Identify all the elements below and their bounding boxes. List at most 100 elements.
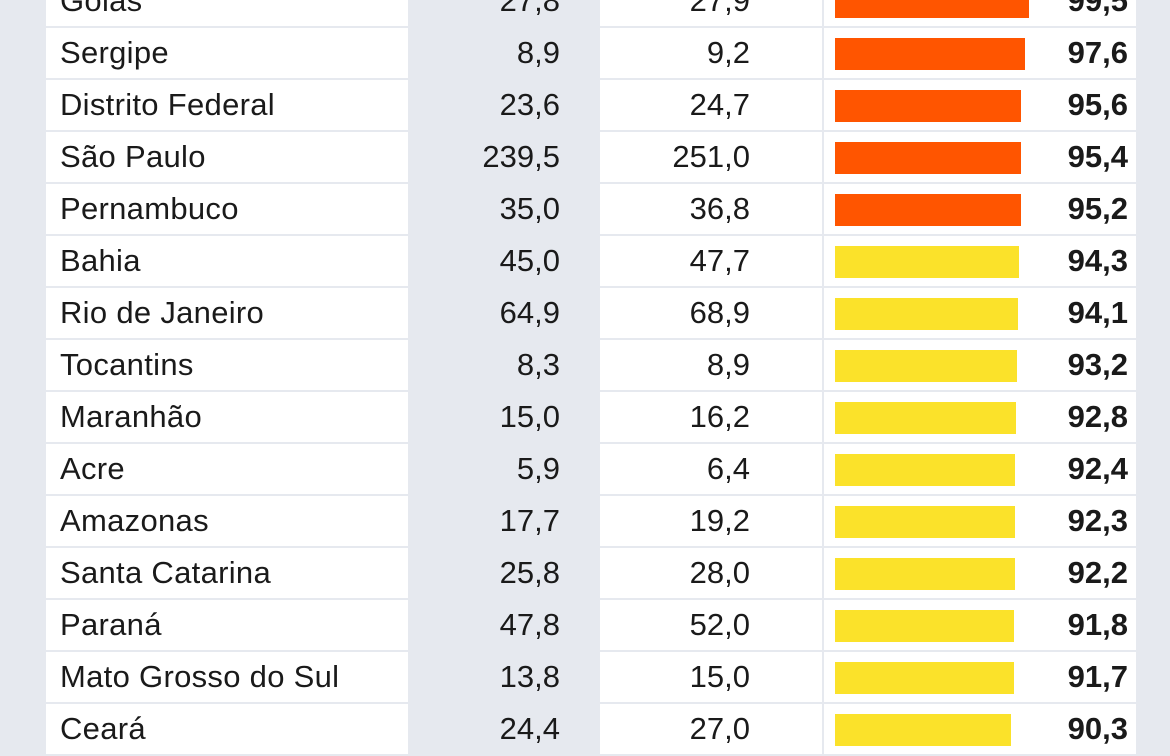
cell-background: [46, 28, 408, 78]
percentage-value: 99,5: [1067, 0, 1128, 18]
percentage-value: 94,1: [1067, 295, 1128, 330]
value-column-2: 16,2: [689, 399, 750, 434]
cell-background: [46, 0, 408, 26]
table-row: Distrito Federal 23,6 24,7 95,6: [0, 80, 1170, 132]
cell-background: [410, 496, 600, 546]
cell-background: [600, 600, 822, 650]
value-column-2: 9,2: [706, 35, 750, 70]
value-column-1: 27,8: [499, 0, 560, 18]
cell-background: [46, 132, 408, 182]
table-row: Rio de Janeiro 64,9 68,9 94,1: [0, 288, 1170, 340]
cell-background: [600, 392, 822, 442]
row-separator: [0, 650, 1170, 652]
percentage-bar: [835, 402, 1016, 434]
percentage-bar: [835, 246, 1019, 278]
row-separator: [0, 26, 1170, 28]
value-column-1: 8,3: [516, 347, 560, 382]
percentage-value: 92,4: [1067, 451, 1128, 486]
cell-background: [410, 28, 600, 78]
percentage-value: 93,2: [1067, 347, 1128, 382]
cell-background: [410, 340, 600, 390]
percentage-bar: [835, 142, 1021, 174]
value-column-2: 28,0: [689, 555, 750, 590]
state-name: Ceará: [60, 711, 146, 746]
cell-background: [600, 236, 822, 286]
state-name: Goiás: [60, 0, 143, 18]
row-separator: [0, 702, 1170, 704]
state-name: Acre: [60, 451, 125, 486]
value-column-1: 13,8: [499, 659, 560, 694]
table-row: Goiás 27,8 27,9 99,5: [0, 0, 1170, 28]
state-name: Santa Catarina: [60, 555, 271, 590]
percentage-bar: [835, 662, 1014, 694]
row-separator: [0, 494, 1170, 496]
cell-background: [410, 288, 600, 338]
percentage-value: 92,8: [1067, 399, 1128, 434]
state-name: Distrito Federal: [60, 87, 275, 122]
percentage-value: 92,3: [1067, 503, 1128, 538]
cell-background: [600, 444, 822, 494]
cell-background: [600, 132, 822, 182]
value-column-1: 8,9: [516, 35, 560, 70]
table-row: Amazonas 17,7 19,2 92,3: [0, 496, 1170, 548]
cell-background: [600, 652, 822, 702]
cell-background: [600, 184, 822, 234]
row-separator: [0, 234, 1170, 236]
value-column-2: 27,0: [689, 711, 750, 746]
state-name: Maranhão: [60, 399, 202, 434]
value-column-2: 36,8: [689, 191, 750, 226]
cell-background: [410, 0, 600, 26]
table-row: Bahia 45,0 47,7 94,3: [0, 236, 1170, 288]
state-name: São Paulo: [60, 139, 206, 174]
percentage-bar: [835, 610, 1014, 642]
value-column-1: 24,4: [499, 711, 560, 746]
percentage-value: 97,6: [1067, 35, 1128, 70]
value-column-1: 64,9: [499, 295, 560, 330]
percentage-value: 95,2: [1067, 191, 1128, 226]
cell-background: [600, 548, 822, 598]
row-separator: [0, 390, 1170, 392]
percentage-bar: [835, 506, 1015, 538]
value-column-2: 24,7: [689, 87, 750, 122]
row-separator: [0, 78, 1170, 80]
table-row: Mato Grosso do Sul 13,8 15,0 91,7: [0, 652, 1170, 704]
state-name: Mato Grosso do Sul: [60, 659, 340, 694]
value-column-1: 23,6: [499, 87, 560, 122]
value-column-1: 17,7: [499, 503, 560, 538]
cell-background: [46, 496, 408, 546]
percentage-bar: [835, 90, 1021, 122]
cell-background: [410, 80, 600, 130]
percentage-value: 95,6: [1067, 87, 1128, 122]
cell-background: [46, 288, 408, 338]
cell-background: [600, 28, 822, 78]
value-column-2: 47,7: [689, 243, 750, 278]
percentage-bar: [835, 0, 1029, 18]
cell-background: [46, 652, 408, 702]
percentage-value: 94,3: [1067, 243, 1128, 278]
percentage-value: 95,4: [1067, 139, 1128, 174]
percentage-bar: [835, 454, 1015, 486]
percentage-bar: [835, 558, 1015, 590]
percentage-bar: [835, 194, 1021, 226]
cell-background: [410, 652, 600, 702]
cell-background: [46, 236, 408, 286]
percentage-value: 91,8: [1067, 607, 1128, 642]
table-row: Santa Catarina 25,8 28,0 92,2: [0, 548, 1170, 600]
row-separator: [0, 286, 1170, 288]
cell-background: [46, 548, 408, 598]
cell-background: [600, 0, 822, 26]
table-row: Paraná 47,8 52,0 91,8: [0, 600, 1170, 652]
value-column-2: 6,4: [706, 451, 750, 486]
cell-background: [46, 80, 408, 130]
value-column-1: 47,8: [499, 607, 560, 642]
value-column-1: 45,0: [499, 243, 560, 278]
cell-background: [46, 444, 408, 494]
value-column-2: 68,9: [689, 295, 750, 330]
percentage-bar: [835, 298, 1018, 330]
percentage-value: 91,7: [1067, 659, 1128, 694]
value-column-1: 15,0: [499, 399, 560, 434]
state-name: Rio de Janeiro: [60, 295, 265, 330]
row-separator: [0, 130, 1170, 132]
state-name: Tocantins: [60, 347, 194, 382]
value-column-2: 251,0: [672, 139, 750, 174]
